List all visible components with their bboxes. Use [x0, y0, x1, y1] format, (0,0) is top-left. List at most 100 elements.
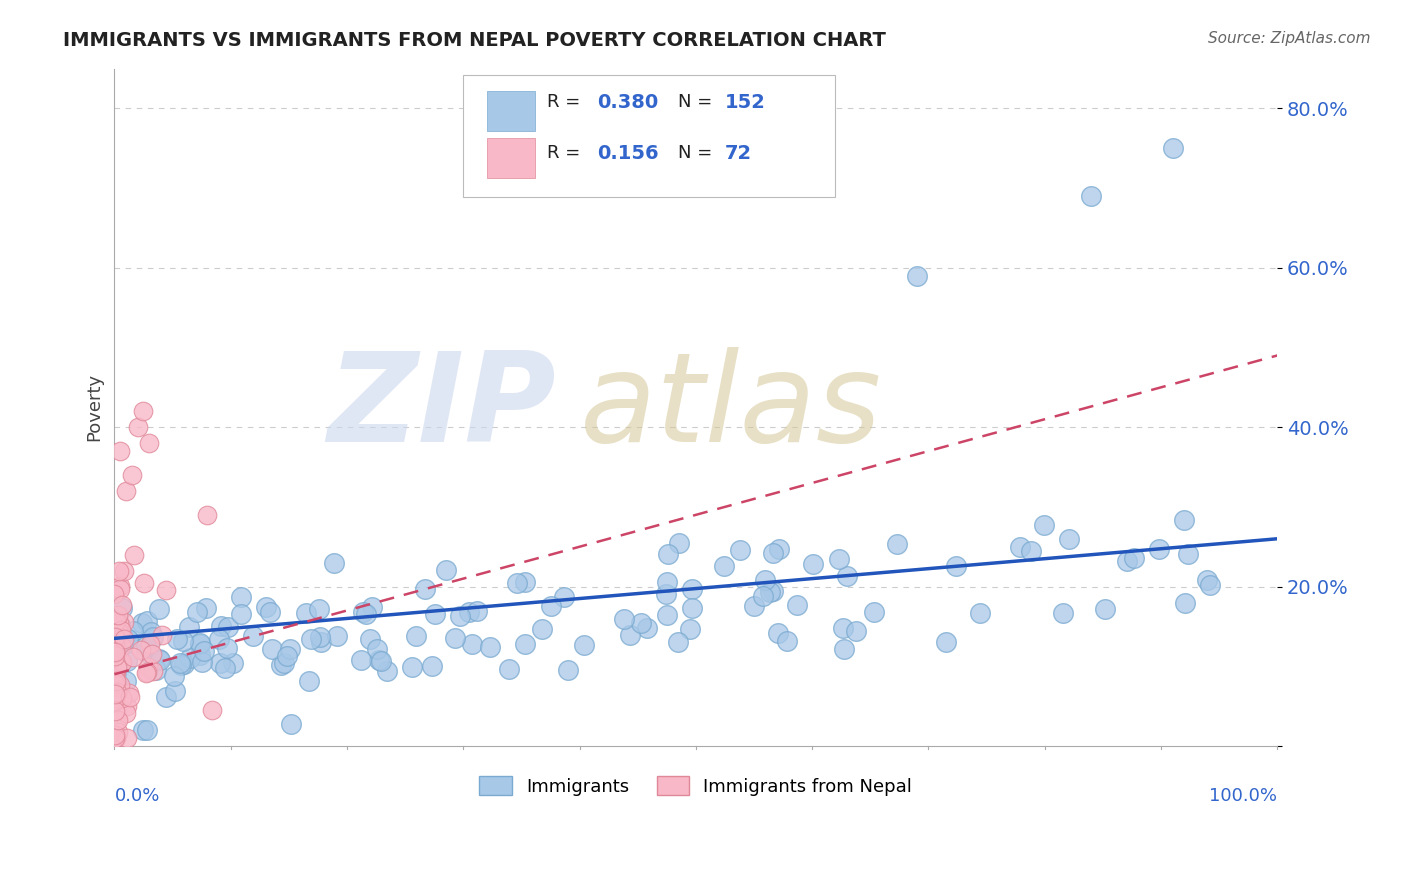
- Point: [1173, 513, 1195, 527]
- Point: [776, 633, 799, 648]
- Point: [104, 647, 127, 661]
- Point: [217, 620, 239, 634]
- Point: [195, 601, 218, 615]
- FancyBboxPatch shape: [486, 138, 536, 178]
- Point: [359, 632, 381, 647]
- Point: [115, 483, 138, 498]
- Point: [574, 638, 596, 652]
- Point: [197, 508, 219, 522]
- Point: [150, 628, 173, 642]
- Point: [655, 574, 678, 589]
- Point: [115, 673, 138, 688]
- Point: [103, 692, 125, 706]
- Point: [754, 573, 776, 587]
- Point: [104, 675, 127, 690]
- Point: [515, 638, 537, 652]
- Point: [945, 558, 967, 573]
- Point: [107, 631, 129, 645]
- Point: [352, 606, 374, 620]
- Point: [308, 601, 330, 615]
- Point: [104, 665, 127, 679]
- Point: [311, 635, 333, 649]
- Point: [280, 716, 302, 731]
- Point: [668, 536, 690, 550]
- Point: [657, 547, 679, 561]
- Point: [105, 666, 128, 681]
- Point: [1080, 189, 1102, 203]
- Point: [105, 622, 128, 636]
- Point: [208, 632, 231, 646]
- Point: [139, 637, 162, 651]
- Point: [166, 632, 188, 646]
- Point: [145, 663, 167, 677]
- Point: [766, 626, 789, 640]
- Point: [209, 619, 232, 633]
- Point: [107, 654, 129, 668]
- Point: [173, 657, 195, 672]
- Point: [104, 630, 127, 644]
- Text: IMMIGRANTS VS IMMIGRANTS FROM NEPAL POVERTY CORRELATION CHART: IMMIGRANTS VS IMMIGRANTS FROM NEPAL POVE…: [63, 31, 886, 50]
- Point: [104, 668, 127, 682]
- Point: [104, 638, 127, 652]
- Point: [108, 582, 131, 596]
- Point: [110, 444, 132, 458]
- Point: [613, 612, 636, 626]
- Point: [461, 637, 484, 651]
- Point: [231, 607, 253, 621]
- Text: 152: 152: [725, 93, 766, 112]
- Point: [506, 576, 529, 591]
- Text: 0.380: 0.380: [598, 93, 658, 112]
- FancyBboxPatch shape: [486, 91, 536, 131]
- Point: [163, 668, 186, 682]
- Point: [104, 676, 127, 690]
- Point: [557, 663, 579, 677]
- Point: [786, 598, 808, 612]
- Text: N =: N =: [679, 145, 713, 162]
- Point: [465, 604, 488, 618]
- Point: [242, 629, 264, 643]
- Point: [366, 642, 388, 657]
- Point: [103, 669, 125, 683]
- Point: [1057, 533, 1080, 547]
- Point: [142, 664, 165, 678]
- Point: [375, 664, 398, 678]
- Point: [135, 665, 157, 680]
- Point: [832, 642, 855, 657]
- Point: [104, 692, 127, 706]
- Point: [112, 615, 135, 630]
- Point: [728, 542, 751, 557]
- Point: [531, 622, 554, 636]
- Point: [845, 624, 868, 638]
- Point: [155, 583, 177, 598]
- Point: [121, 650, 143, 665]
- Point: [105, 685, 128, 699]
- Point: [862, 605, 884, 619]
- Point: [111, 690, 134, 705]
- Point: [177, 620, 200, 634]
- Text: 100.0%: 100.0%: [1209, 787, 1277, 805]
- Point: [141, 624, 163, 639]
- Point: [107, 564, 129, 578]
- Point: [110, 617, 132, 632]
- Point: [208, 656, 231, 670]
- Point: [188, 648, 211, 662]
- Point: [121, 624, 143, 638]
- Point: [1010, 540, 1032, 554]
- Point: [1019, 543, 1042, 558]
- Point: [114, 630, 136, 644]
- FancyBboxPatch shape: [464, 75, 835, 197]
- Point: [134, 576, 156, 591]
- Point: [148, 651, 170, 665]
- Point: [104, 643, 127, 657]
- Point: [112, 638, 135, 652]
- Point: [751, 589, 773, 603]
- Point: [172, 634, 194, 648]
- Point: [278, 641, 301, 656]
- Point: [835, 569, 858, 583]
- Point: [104, 649, 127, 664]
- Point: [108, 678, 131, 692]
- Point: [107, 647, 129, 661]
- Point: [110, 623, 132, 637]
- Point: [170, 658, 193, 673]
- Point: [681, 601, 703, 615]
